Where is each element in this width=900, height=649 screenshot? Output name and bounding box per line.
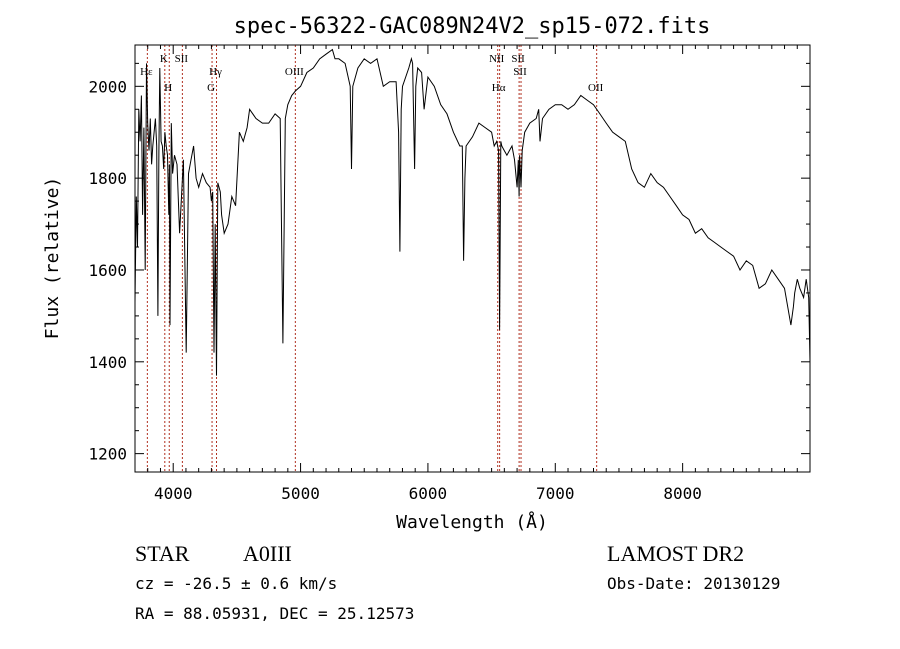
spectrum-line [134,48,811,376]
obs-date: Obs-Date: 20130129 [607,574,780,593]
y-axis-label: Flux (relative) [42,177,63,340]
emission-line-label: Hα [492,82,506,94]
y-tick-label: 1400 [88,353,127,372]
emission-line-label: OIII [285,66,304,78]
object-class: STAR [135,541,190,566]
emission-line-label: H [164,82,172,94]
object-subclass: A0III [243,541,292,566]
x-tick-label: 5000 [281,484,320,503]
emission-line-label: Hγ [209,66,222,78]
emission-line-label: OII [588,82,604,94]
emission-line-label: NII [489,53,505,65]
y-tick-label: 2000 [88,77,127,96]
y-tick-label: 1800 [88,169,127,188]
x-axis-label: Wavelength (Å) [396,511,548,533]
chart-title: spec-56322-GAC089N24V2_sp15-072.fits [234,14,711,39]
x-axis: 4000 5000 6000 7000 8000 [134,45,811,503]
survey-name: LAMOST DR2 [607,541,744,566]
plot-frame [134,44,811,473]
emission-line-label: SII [175,53,189,65]
x-tick-label: 4000 [154,484,193,503]
emission-line-label: K [160,53,168,65]
x-tick-label: 7000 [536,484,575,503]
x-tick-label: 8000 [663,484,702,503]
y-tick-label: 1600 [88,261,127,280]
emission-line-label: G [207,82,215,94]
coordinates: RA = 88.05931, DEC = 25.12573 [135,604,414,623]
y-axis: 1200 1400 1600 1800 2000 [88,62,810,464]
y-tick-label: 1200 [88,445,127,464]
redshift-info: cz = -26.5 ± 0.6 km/s [135,574,337,593]
emission-line-label: SII [513,66,527,78]
x-tick-label: 6000 [409,484,448,503]
emission-line-label: SII [511,53,525,65]
